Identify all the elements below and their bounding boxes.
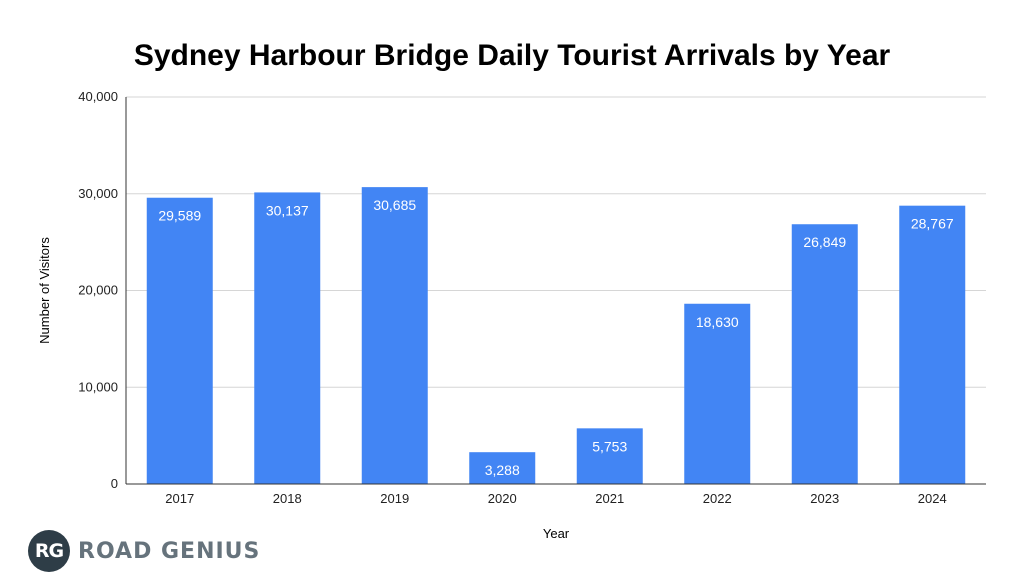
- y-tick-label: 40,000: [78, 89, 118, 104]
- bar-value-label: 5,753: [592, 438, 627, 454]
- bar: [576, 428, 643, 484]
- y-axis-ticks: 0 10,000 20,000 30,000 40,000: [78, 89, 118, 491]
- y-tick-label: 30,000: [78, 186, 118, 201]
- bar: [254, 192, 321, 484]
- y-tick-label: 10,000: [78, 379, 118, 394]
- bar: [684, 303, 751, 484]
- x-tick-label: 2020: [488, 491, 517, 506]
- logo-badge-icon: RG: [28, 530, 70, 572]
- y-tick-label: 20,000: [78, 283, 118, 298]
- bar: [469, 452, 536, 484]
- bar-value-label: 18,630: [696, 314, 739, 330]
- x-axis-ticks: 2017 2018 2019 2020 2021 2022 2023 2024: [165, 491, 946, 506]
- x-tick-label: 2022: [703, 491, 732, 506]
- bar: [899, 205, 966, 485]
- x-tick-label: 2023: [810, 491, 839, 506]
- bar: [146, 197, 213, 484]
- x-tick-label: 2018: [273, 491, 302, 506]
- x-tick-label: 2019: [380, 491, 409, 506]
- bar-value-label: 3,288: [485, 462, 520, 478]
- bar-value-label: 28,767: [911, 216, 954, 232]
- bar: [361, 187, 428, 484]
- x-tick-label: 2017: [165, 491, 194, 506]
- bar-value-label: 30,137: [266, 202, 309, 218]
- road-genius-logo: RG ROAD GENIUS: [28, 529, 260, 573]
- bar: [791, 224, 858, 484]
- x-tick-label: 2021: [595, 491, 624, 506]
- logo-text: ROAD GENIUS: [78, 538, 261, 564]
- x-axis-title: Year: [543, 526, 570, 541]
- bar-value-label: 26,849: [803, 234, 846, 250]
- bar-value-label: 29,589: [158, 208, 201, 224]
- chart-title: Sydney Harbour Bridge Daily Tourist Arri…: [133, 39, 891, 72]
- bars: 29,589 30,137 30,685 3,288 5,753 18,630 26,849…: [146, 187, 966, 485]
- x-tick-label: 2024: [918, 491, 947, 506]
- bar-value-label: 30,685: [373, 197, 416, 213]
- y-axis-title: Number of Visitors: [37, 237, 52, 344]
- y-tick-label: 0: [111, 476, 118, 491]
